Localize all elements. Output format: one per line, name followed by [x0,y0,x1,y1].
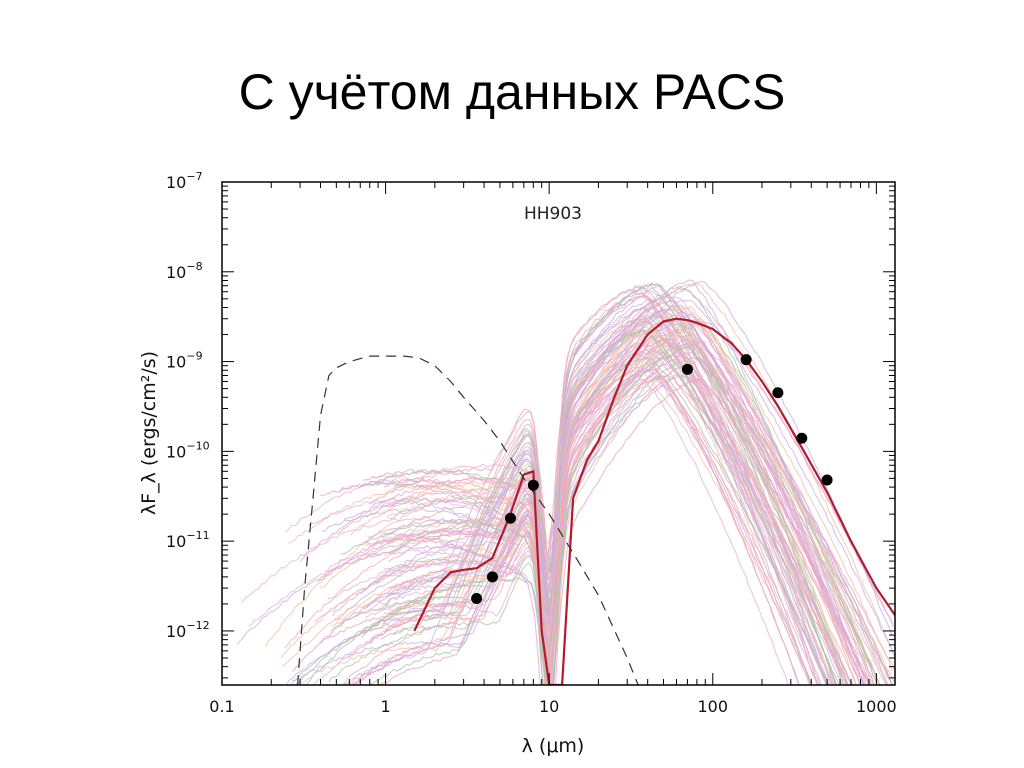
observed-points [471,354,833,604]
y-tick-label: 10−11 [166,529,210,551]
model-fit-curve [350,342,849,685]
y-tick-label: 10−12 [166,619,210,641]
model-fit-curve [320,353,830,685]
slide-title: С учётом данных PACS [238,64,786,120]
model-fit-curve [314,328,887,685]
model-fit-curve [340,346,848,685]
model-fit-curve [280,305,873,685]
data-point [740,354,752,366]
x-tick-labels: 0.1 1 10 100 1000 [209,697,896,716]
axis-ticks [221,181,895,685]
model-fit-curves [236,279,895,685]
x-tick-label: 1000 [856,697,897,716]
model-fit-curve [382,306,819,685]
model-fit-curve [370,329,840,685]
model-fit-curve [281,318,857,685]
model-fit-curve [367,351,895,685]
model-fit-curve [327,355,853,685]
y-tick-label: 10−8 [166,260,203,282]
data-point [821,474,833,486]
model-fit-curve [332,318,889,685]
model-fit-curve [248,311,875,685]
model-fit-curve [330,356,828,685]
y-axis-label: λF_λ (ergs/cm²/s) [138,351,160,515]
model-fit-curve [387,328,875,685]
model-fit-curve [291,300,895,682]
model-fit-curve [390,329,829,685]
data-point [471,592,483,604]
model-fit-curve [390,354,853,685]
model-fit-curve [324,295,865,685]
model-fit-curve [388,284,837,685]
model-fit-curve [387,364,871,685]
model-fit-curve [361,356,893,685]
x-tick-label: 10 [539,697,559,716]
data-point [486,571,498,583]
model-fit-curve [290,279,865,685]
model-fit-curve [328,343,881,685]
stellar-photosphere-line [297,355,639,685]
model-fit-curve [299,341,893,685]
model-fit-curve [363,313,812,685]
plot-frame [221,181,896,686]
model-fit-curve [294,326,836,685]
model-fit-curve [386,302,853,685]
model-fit-curve [319,324,893,685]
x-tick-label: 0.1 [209,697,234,716]
data-point [504,512,516,524]
series-lines [297,317,895,685]
chart-title: HH903 [524,204,582,224]
best-fit-line [413,317,895,685]
model-fit-curve [381,338,866,685]
x-axis-label: λ (μm) [522,735,585,757]
x-tick-label: 100 [697,697,728,716]
model-fit-curve [370,285,861,685]
model-fit-curve [363,375,871,685]
model-fit-curve [350,310,889,685]
model-fit-curve [343,377,800,685]
x-tick-label: 1 [380,697,390,716]
data-point [681,363,693,375]
model-fit-curve [362,318,893,685]
model-fit-curve [334,298,829,685]
model-fit-curve [342,305,833,685]
y-tick-label: 10−7 [166,170,203,192]
model-fit-curve [342,375,813,685]
data-point [772,387,784,399]
model-fit-curve [364,378,872,685]
y-tick-labels: 10−7 10−8 10−9 10−10 10−11 10−12 [166,170,210,641]
y-tick-label: 10−9 [166,350,203,372]
data-point [527,479,539,491]
y-tick-label: 10−10 [166,439,210,461]
data-point [796,432,808,444]
